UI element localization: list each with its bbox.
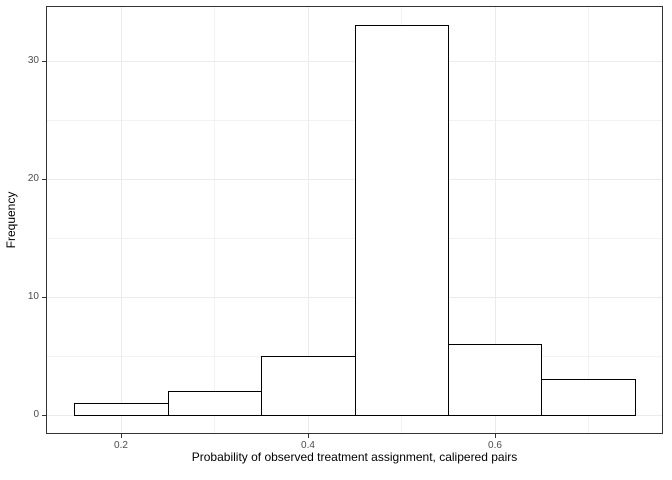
y-tick-label: 30 bbox=[27, 55, 39, 66]
histogram-bar bbox=[261, 356, 356, 416]
histogram-bar bbox=[448, 344, 542, 416]
x-axis-tick bbox=[121, 434, 122, 438]
gridline-minor-horizontal bbox=[46, 238, 663, 239]
gridline-major-vertical bbox=[495, 6, 496, 434]
y-axis-tick bbox=[42, 297, 46, 298]
y-axis-tick bbox=[42, 415, 46, 416]
histogram-bar bbox=[168, 391, 262, 416]
gridline-minor-horizontal bbox=[46, 120, 663, 121]
y-axis-title: Frequency bbox=[4, 191, 18, 249]
gridline-major-vertical bbox=[308, 6, 309, 434]
gridline-major-horizontal bbox=[46, 61, 663, 62]
gridline-major-vertical bbox=[121, 6, 122, 434]
y-axis-tick bbox=[42, 61, 46, 62]
y-axis-tick bbox=[42, 179, 46, 180]
x-axis-tick bbox=[495, 434, 496, 438]
y-tick-label: 20 bbox=[27, 173, 39, 184]
y-tick-label: 10 bbox=[27, 291, 39, 302]
histogram-bar bbox=[541, 379, 636, 416]
x-tick-label: 0.6 bbox=[488, 440, 502, 451]
x-tick-label: 0.4 bbox=[301, 440, 315, 451]
x-axis-tick bbox=[308, 434, 309, 438]
gridline-minor-vertical bbox=[214, 6, 215, 434]
histogram-bar bbox=[74, 403, 169, 416]
gridline-minor-vertical bbox=[588, 6, 589, 434]
gridline-major-horizontal bbox=[46, 179, 663, 180]
x-axis-title: Probability of observed treatment assign… bbox=[191, 450, 518, 464]
y-tick-label: 0 bbox=[33, 409, 39, 420]
x-tick-label: 0.2 bbox=[114, 440, 128, 451]
histogram-bar bbox=[355, 25, 449, 416]
gridline-major-horizontal bbox=[46, 297, 663, 298]
